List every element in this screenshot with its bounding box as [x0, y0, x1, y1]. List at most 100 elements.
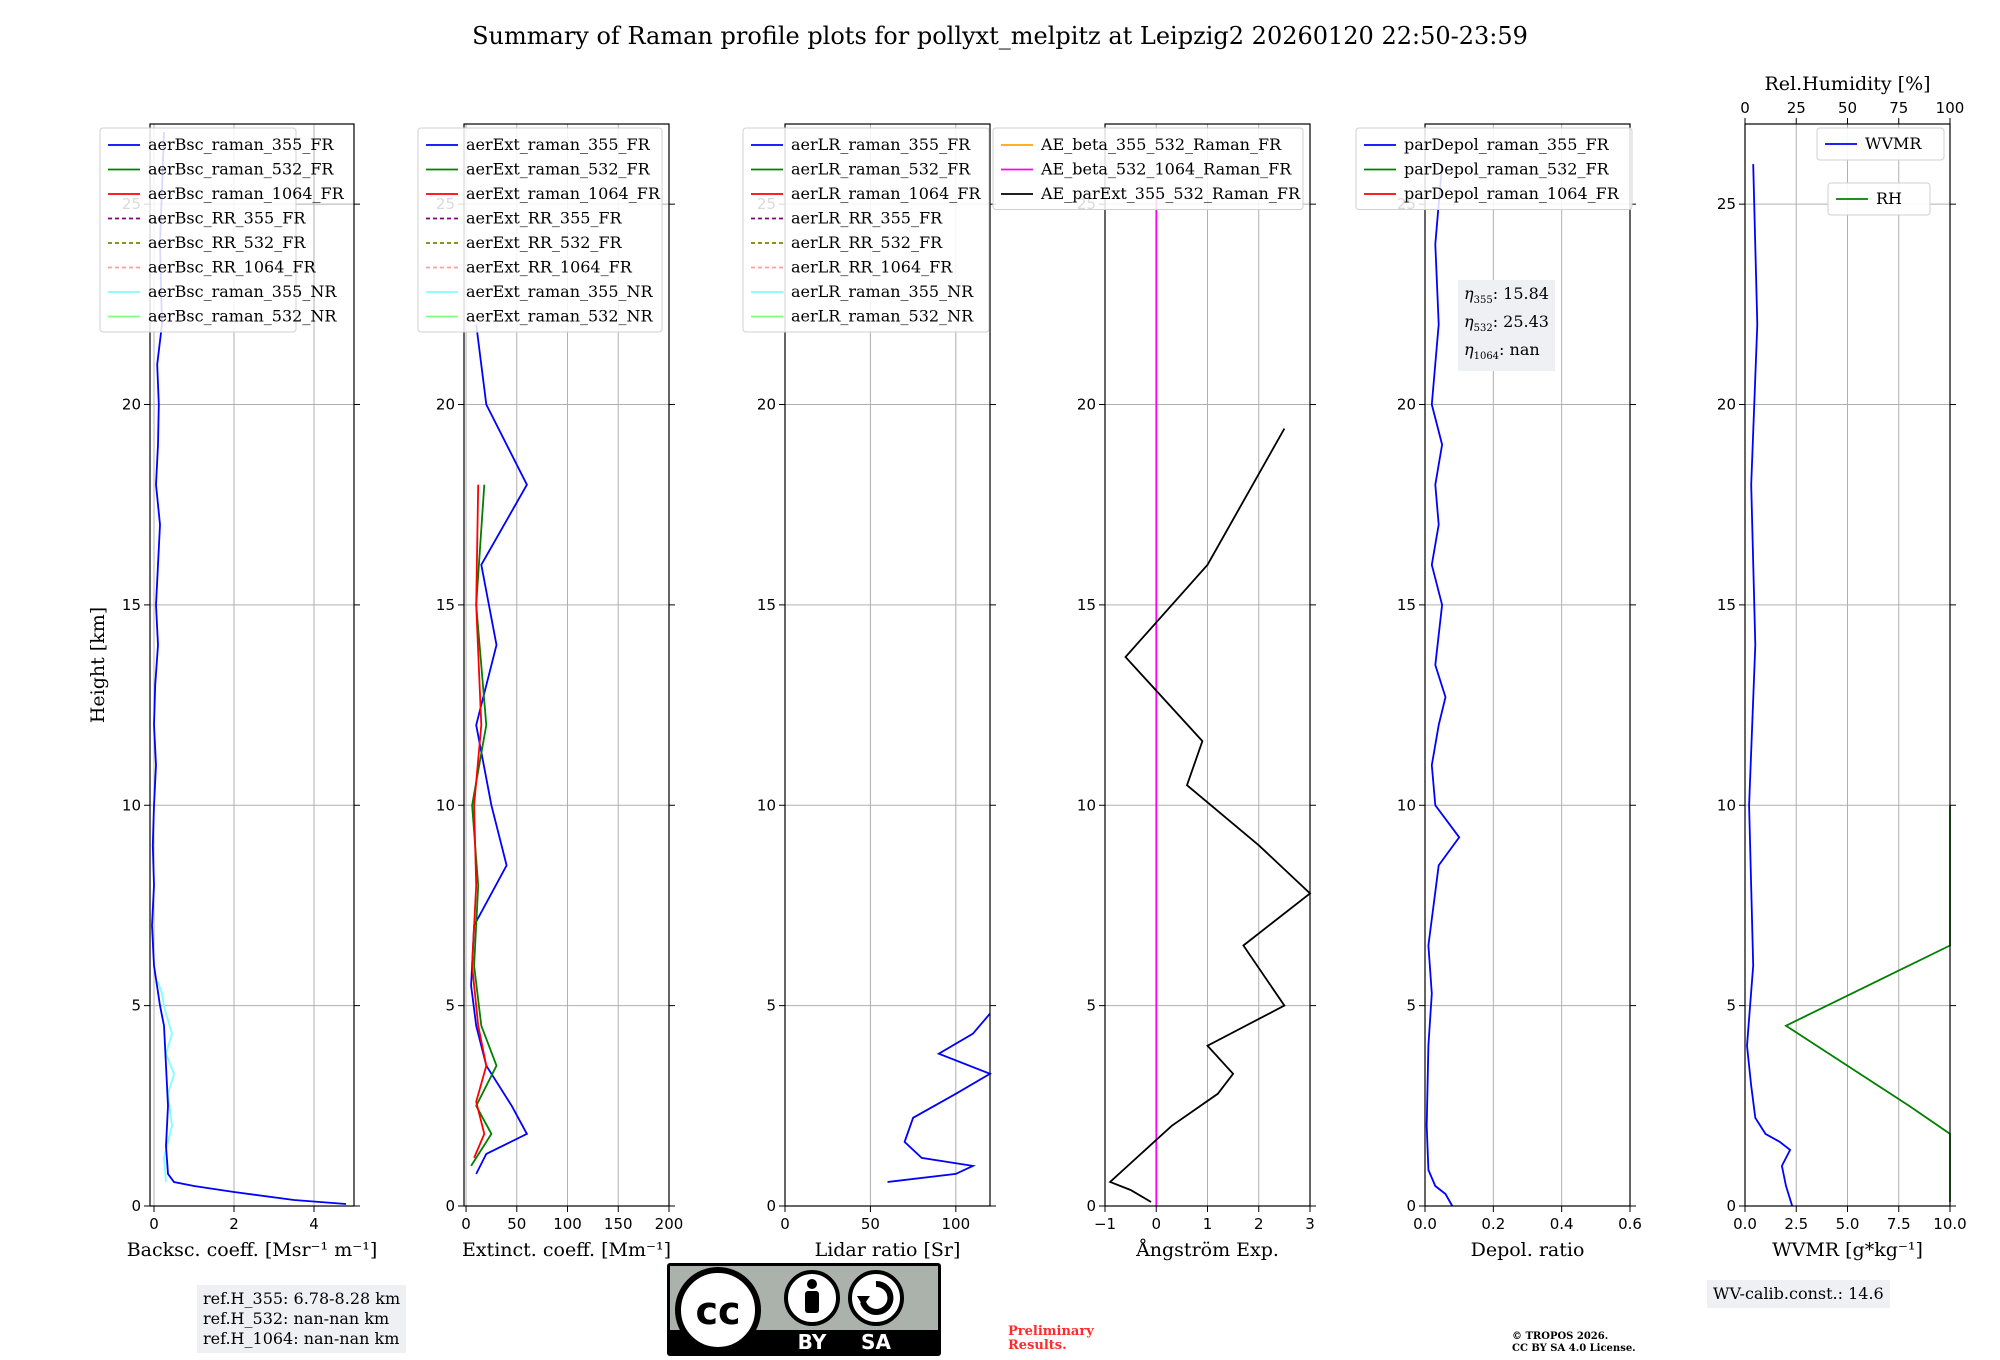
- legend-label: aerLR_RR_532_FR: [791, 233, 943, 252]
- axes-frame: [463, 123, 670, 1207]
- legend-label: aerBsc_raman_1064_FR: [148, 184, 345, 203]
- x-axis-label: WVMR [g*kg⁻¹]: [1772, 1239, 1923, 1261]
- legend-label: aerLR_raman_355_NR: [791, 282, 974, 301]
- top-x-tick-label: 50: [1838, 99, 1857, 117]
- legend-label: WVMR: [1865, 134, 1922, 153]
- legend-label: RH: [1876, 189, 1902, 208]
- panel-lidar_ratio: 0501000510152025Lidar ratio [Sr]aerLR_ra…: [742, 123, 996, 1261]
- y-tick-label: 15: [1717, 596, 1736, 614]
- legend-box: [1827, 182, 1931, 216]
- attribution-icon-body: [805, 1291, 819, 1313]
- x-tick-label: 2: [229, 1215, 239, 1233]
- axes-frame: [1424, 123, 1631, 1207]
- x-tick-label: 7.5: [1887, 1215, 1911, 1233]
- legend-label: aerExt_raman_1064_FR: [466, 184, 661, 203]
- y-tick-label: 15: [757, 596, 776, 614]
- y-tick-label: 20: [1717, 396, 1736, 414]
- y-tick-label: 10: [1717, 796, 1736, 814]
- legend-label: aerExt_raman_355_NR: [466, 282, 654, 301]
- eta-355-value: 15.84: [1503, 284, 1549, 303]
- y-tick-label: 5: [766, 997, 776, 1015]
- series-line-aerExt_raman_355_FR: [470, 324, 529, 1175]
- legend-label: aerExt_RR_355_FR: [466, 209, 623, 228]
- top-x-tick-label: 100: [1936, 99, 1965, 117]
- x-tick-label: 0.0: [1413, 1215, 1437, 1233]
- legend-label: aerBsc_raman_532_FR: [148, 160, 334, 179]
- x-tick-label: 3: [1305, 1215, 1315, 1233]
- y-tick-label: 5: [131, 997, 141, 1015]
- x-tick-label: 50: [507, 1215, 526, 1233]
- legend-label: aerLR_raman_532_NR: [791, 307, 974, 326]
- copyright-note: © TROPOS 2026. CC BY SA 4.0 License.: [1512, 1331, 1636, 1355]
- x-tick-label: 150: [604, 1215, 633, 1233]
- y-tick-label: 0: [1086, 1197, 1096, 1215]
- x-axis-label: Depol. ratio: [1471, 1239, 1585, 1261]
- series-line-WVMR: [1746, 164, 1794, 1207]
- series-line-parDepol_raman_355_FR: [1425, 164, 1461, 1207]
- legend-label: aerBsc_RR_1064_FR: [148, 258, 317, 277]
- legend-box: [99, 127, 297, 333]
- x-tick-label: 4: [309, 1215, 319, 1233]
- top-x-tick-label: 0: [1740, 99, 1750, 117]
- share-alike-icon: [848, 1270, 904, 1326]
- y-tick-label: 15: [436, 596, 455, 614]
- ref-height-355: ref.H_355: 6.78-8.28 km: [203, 1289, 401, 1308]
- x-tick-label: 100: [942, 1215, 971, 1233]
- y-tick-label: 15: [1397, 596, 1416, 614]
- legend-label: aerBsc_RR_532_FR: [148, 233, 306, 252]
- x-tick-label: 0: [461, 1215, 471, 1233]
- x-tick-label: 2: [1254, 1215, 1264, 1233]
- legend-box: [417, 127, 663, 333]
- series-line-aerLR_raman_355_FR: [887, 1013, 993, 1183]
- legend-label: aerLR_raman_532_FR: [791, 160, 971, 179]
- x-axis-label: Backsc. coeff. [Msr⁻¹ m⁻¹]: [127, 1239, 378, 1261]
- x-axis-label: Lidar ratio [Sr]: [815, 1239, 961, 1261]
- y-tick-label: 0: [131, 1197, 141, 1215]
- eta-532-value: 25.43: [1503, 312, 1549, 332]
- y-tick-label: 0: [766, 1197, 776, 1215]
- y-tick-label: 15: [122, 596, 141, 614]
- x-tick-label: 200: [655, 1215, 684, 1233]
- y-tick-label: 0: [1406, 1197, 1416, 1215]
- copyright-line-2: CC BY SA 4.0 License.: [1512, 1343, 1636, 1354]
- y-tick-label: 0: [1726, 1197, 1736, 1215]
- y-tick-label: 10: [757, 796, 776, 814]
- y-tick-label: 10: [436, 796, 455, 814]
- legend-box: [742, 127, 990, 333]
- legend-label: AE_parExt_355_532_Raman_FR: [1040, 184, 1301, 203]
- x-axis-label: Ångström Exp.: [1135, 1239, 1279, 1261]
- series-line-aerExt_raman_532_FR: [470, 484, 498, 1167]
- legend-label: aerBsc_RR_355_FR: [148, 209, 306, 228]
- reference-heights-box: ref.H_355: 6.78-8.28 km ref.H_532: nan-n…: [197, 1285, 407, 1353]
- preliminary-line-1: Preliminary: [1008, 1324, 1094, 1339]
- legend-label: aerExt_raman_532_FR: [466, 160, 651, 179]
- figure-title: Summary of Raman profile plots for polly…: [472, 22, 1528, 50]
- top-x-tick-label: 75: [1889, 99, 1908, 117]
- panel-depol: 0.00.20.40.60510152025Depol. ratioparDep…: [1355, 123, 1642, 1261]
- legend-label: aerBsc_raman_532_NR: [148, 307, 337, 326]
- share-alike-icon-arrow: [857, 1296, 870, 1306]
- ref-height-1064: ref.H_1064: nan-nan km: [203, 1329, 400, 1348]
- cc-icon: [675, 1267, 761, 1353]
- top-x-axis-label: Rel.Humidity [%]: [1764, 73, 1930, 95]
- x-tick-label: 0: [780, 1215, 790, 1233]
- y-tick-label: 20: [122, 396, 141, 414]
- legend-label: aerLR_RR_1064_FR: [791, 258, 953, 277]
- legend-label: aerLR_raman_1064_FR: [791, 184, 981, 203]
- x-axis-label: Extinct. coeff. [Mm⁻¹]: [462, 1239, 671, 1261]
- y-tick-label: 5: [1726, 997, 1736, 1015]
- panel-extinction: 0501001502000510152025Extinct. coeff. [M…: [417, 123, 684, 1261]
- legend-label: aerBsc_raman_355_FR: [148, 135, 334, 154]
- y-tick-label: 10: [1077, 796, 1096, 814]
- y-tick-label: 5: [1086, 997, 1096, 1015]
- top-x-tick-label: 25: [1787, 99, 1806, 117]
- y-tick-label: 5: [445, 997, 455, 1015]
- x-tick-label: 10.0: [1933, 1215, 1966, 1233]
- sa-label: SA: [861, 1330, 891, 1354]
- y-tick-label: 10: [122, 796, 141, 814]
- x-tick-label: 0.6: [1618, 1215, 1642, 1233]
- preliminary-line-2: Results.: [1008, 1338, 1067, 1353]
- y-tick-label: 5: [1406, 997, 1416, 1015]
- legend-label: aerLR_raman_355_FR: [791, 135, 971, 154]
